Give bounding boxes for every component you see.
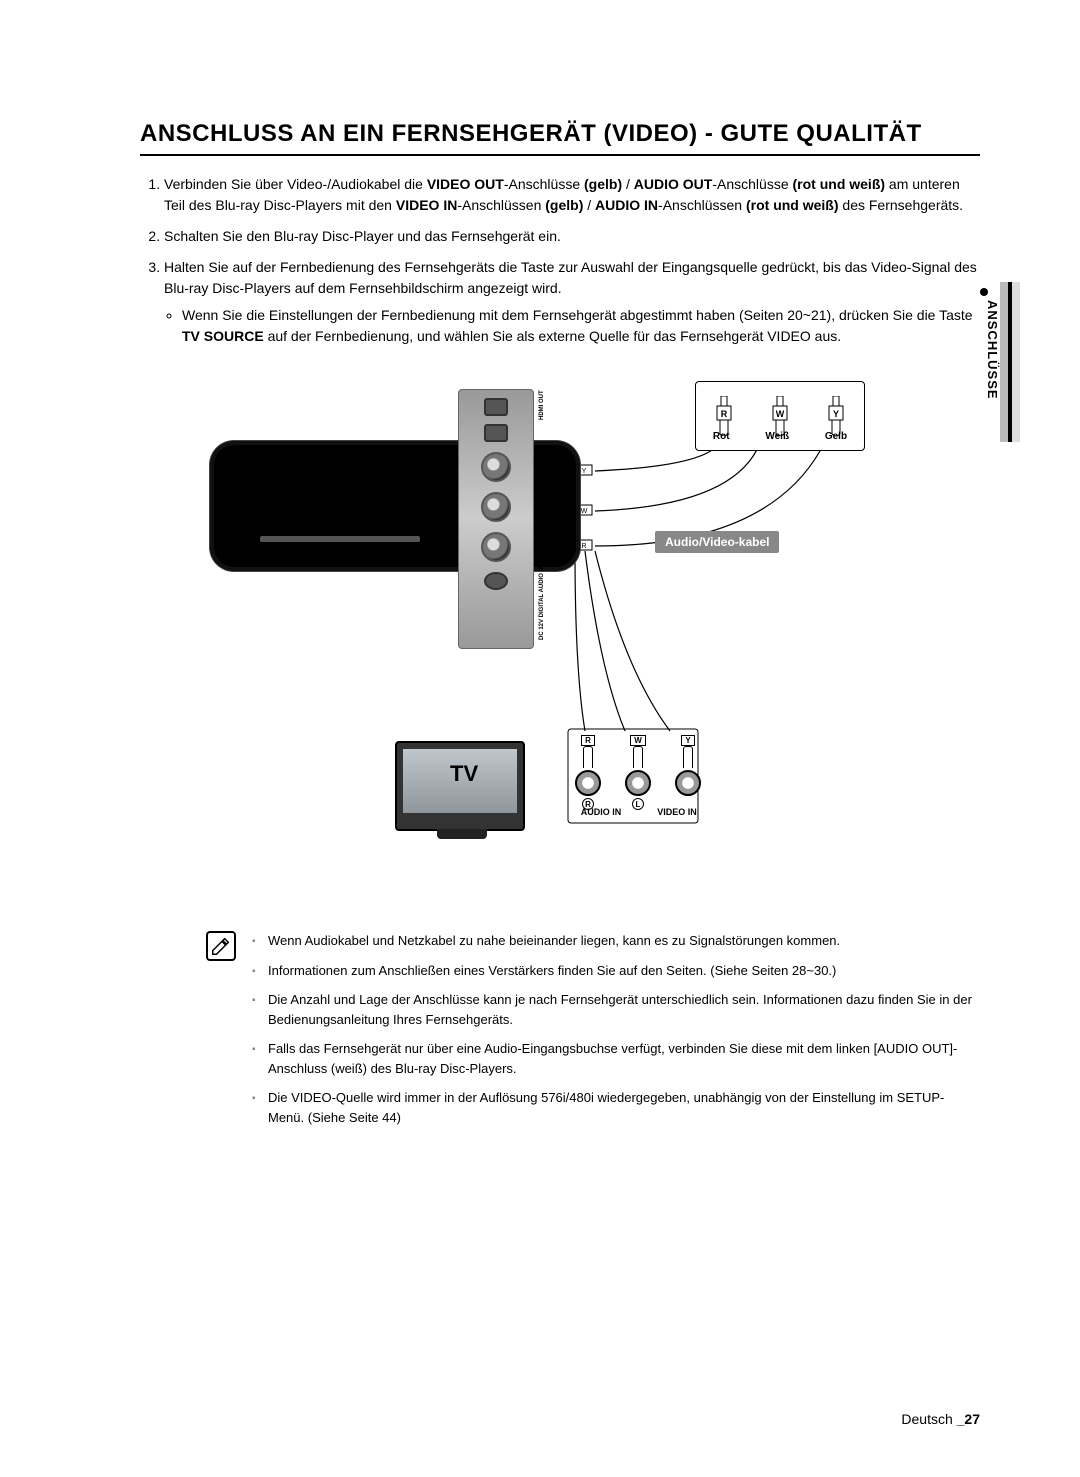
rca-pin-icon — [583, 746, 593, 768]
plug-yellow: Y — [826, 396, 846, 436]
rca-pin-icon — [683, 746, 693, 768]
note-item: Die VIDEO-Quelle wird immer in der Auflö… — [252, 1088, 980, 1127]
rca-jack-icon — [625, 770, 651, 796]
page-title: ANSCHLUSS AN EIN FERNSEHGERÄT (VIDEO) - … — [140, 120, 980, 148]
lbl-gelb: Gelb — [825, 431, 847, 442]
side-bullet — [980, 288, 988, 296]
connection-diagram: Y W R HDMI OUT LAN VIDEO OUT AUDIO OUT D… — [180, 371, 940, 891]
plug-color-labels: Rot Weiß Gelb — [695, 431, 865, 442]
step-3: Halten Sie auf der Fernbedienung des Fer… — [164, 257, 980, 347]
lbl-rot: Rot — [713, 431, 730, 442]
lbl-audio-in: AUDIO IN — [572, 807, 630, 817]
note-item: Wenn Audiokabel und Netzkabel zu nahe be… — [252, 931, 980, 951]
section-tab-label: ANSCHLÜSSE — [985, 300, 1000, 400]
tv-jacks: R R L W Y — [575, 733, 701, 810]
video-out-port — [481, 452, 511, 482]
step-1: Verbinden Sie über Video-/Audiokabel die… — [164, 174, 980, 216]
rca-jack-icon — [675, 770, 701, 796]
note-item: Informationen zum Anschließen eines Vers… — [252, 961, 980, 981]
tv-label: TV — [450, 761, 478, 787]
note-item: Falls das Fernsehgerät nur über eine Aud… — [252, 1039, 980, 1078]
svg-text:W: W — [581, 508, 588, 515]
step-3-bullet: Wenn Sie die Einstellungen der Fernbedie… — [182, 305, 980, 347]
svg-text:R: R — [721, 409, 728, 419]
lbl-video: VIDEO OUT — [539, 472, 545, 505]
audio-out-port-r — [481, 532, 511, 562]
svg-text:Y: Y — [833, 409, 839, 419]
footer-page: _27 — [957, 1411, 980, 1427]
footer-lang: Deutsch — [901, 1411, 956, 1427]
cable-label: Audio/Video-kabel — [655, 531, 779, 553]
title-rule — [140, 154, 980, 156]
svg-text:W: W — [776, 409, 785, 419]
tv-jack-group-labels: AUDIO IN VIDEO IN — [572, 807, 706, 817]
lbl-digital: DC 12V DIGITAL AUDIO OUT (OPTICAL) — [539, 527, 545, 640]
player-rear-panel: HDMI OUT LAN VIDEO OUT AUDIO OUT DC 12V … — [458, 389, 534, 649]
note-block: Wenn Audiokabel und Netzkabel zu nahe be… — [140, 931, 980, 1137]
lbl-lan: LAN — [539, 448, 545, 460]
manual-page: ANSCHLÜSSE ANSCHLUSS AN EIN FERNSEHGERÄT… — [0, 0, 1080, 1477]
plug-white: W — [770, 396, 790, 436]
audio-out-port-w — [481, 492, 511, 522]
page-footer: Deutsch _27 — [901, 1411, 980, 1427]
lbl-video-in: VIDEO IN — [648, 807, 706, 817]
tv-jack-audio-r: R R — [575, 733, 601, 810]
svg-text:R: R — [581, 543, 586, 550]
step-2: Schalten Sie den Blu-ray Disc-Player und… — [164, 226, 980, 247]
lan-port — [484, 424, 508, 442]
svg-text:Y: Y — [582, 468, 587, 475]
lbl-weiss: Weiß — [765, 431, 789, 442]
plug-red: R — [714, 396, 734, 436]
lbl-hdmi: HDMI OUT — [539, 390, 545, 420]
tv-jack-video: Y — [675, 733, 701, 810]
rca-pin-icon — [633, 746, 643, 768]
tv-jack-audio-l: L W — [625, 733, 651, 810]
hdmi-port — [484, 398, 508, 416]
note-item: Die Anzahl und Lage der Anschlüsse kann … — [252, 990, 980, 1029]
instructions: Verbinden Sie über Video-/Audiokabel die… — [140, 174, 980, 347]
note-icon — [206, 931, 236, 961]
optical-port — [484, 572, 508, 590]
rca-jack-icon — [575, 770, 601, 796]
